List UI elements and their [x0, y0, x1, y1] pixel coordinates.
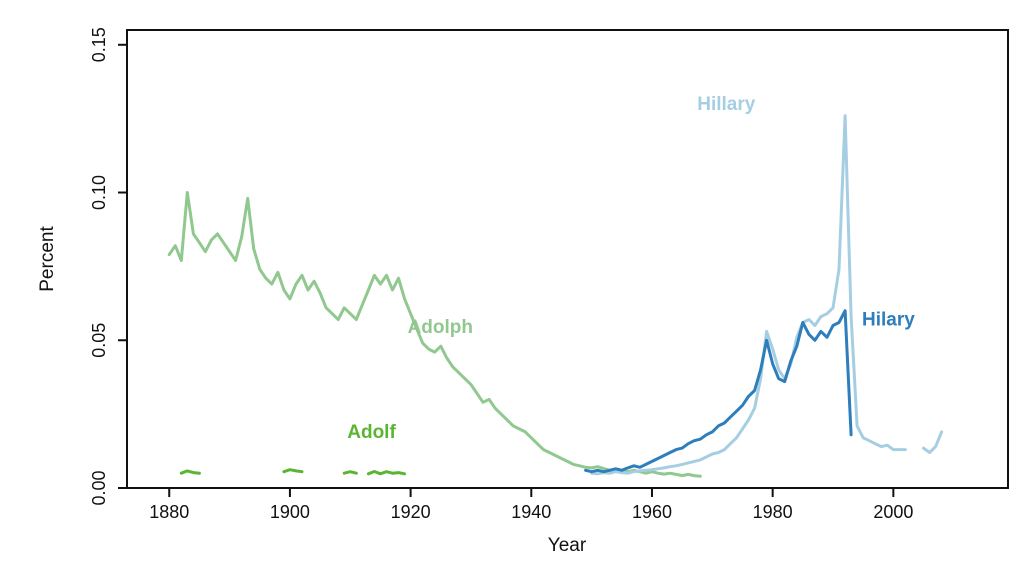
series-line-hilary	[584, 309, 853, 474]
series-label-adolf: Adolf	[347, 422, 396, 443]
y-tick-label: 0.00	[89, 470, 109, 505]
x-axis-title: Year	[547, 535, 587, 556]
series-line-adolf	[179, 469, 201, 475]
plot-box	[126, 29, 1009, 489]
series-line-hillary	[922, 430, 944, 454]
x-tick-label: 1880	[149, 502, 189, 522]
y-tick-label: 0.15	[89, 27, 109, 62]
series-label-adolph: Adolph	[408, 317, 473, 338]
series-label-hillary: Hillary	[697, 94, 756, 115]
x-tick-label: 1960	[632, 502, 672, 522]
y-tick-label: 0.05	[89, 323, 109, 358]
series-label-hilary: Hilary	[862, 310, 915, 331]
x-tick-label: 2000	[873, 502, 913, 522]
x-tick-label: 1900	[270, 502, 310, 522]
series-line-adolf	[342, 470, 358, 475]
series-line-adolf	[282, 468, 304, 474]
y-axis-title: Percent	[37, 226, 58, 292]
x-tick-label: 1920	[391, 502, 431, 522]
y-tick-label: 0.10	[89, 175, 109, 210]
series-line-hillary	[590, 114, 907, 476]
x-tick-label: 1980	[753, 502, 793, 522]
x-tick-label: 1940	[511, 502, 551, 522]
series-line-adolf	[366, 470, 407, 476]
